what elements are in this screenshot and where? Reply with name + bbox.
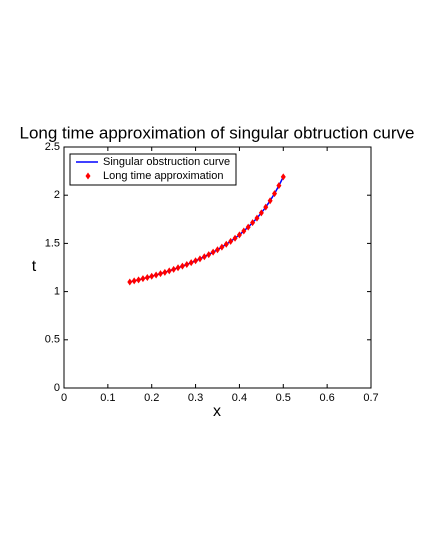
x-axis-label: x — [213, 403, 221, 420]
data-point — [175, 264, 181, 272]
data-point — [236, 231, 242, 239]
data-point — [197, 255, 203, 263]
legend-marker — [85, 172, 91, 180]
legend-label: Singular obstruction curve — [103, 156, 230, 168]
y-tick-label: 2 — [54, 189, 60, 201]
x-tick-label: 0.2 — [144, 392, 159, 404]
x-tick-label: 0.3 — [188, 392, 203, 404]
data-point — [272, 190, 278, 198]
data-point — [149, 272, 155, 280]
data-point — [223, 240, 229, 248]
data-point — [188, 259, 194, 267]
data-point — [210, 248, 216, 256]
legend-box — [69, 153, 237, 186]
data-point — [206, 251, 212, 259]
data-point — [254, 214, 260, 222]
data-point — [171, 265, 177, 273]
data-point — [232, 234, 238, 242]
data-point — [250, 219, 256, 227]
y-tick-label: 0 — [54, 382, 60, 394]
data-point — [263, 203, 269, 211]
data-point — [241, 227, 247, 235]
data-point — [184, 261, 190, 269]
x-tick-label: 0.1 — [100, 392, 115, 404]
data-point — [201, 253, 207, 261]
data-point — [166, 267, 172, 275]
y-tick-label: 2.5 — [45, 141, 60, 153]
data-point — [136, 276, 142, 284]
x-tick-label: 0.6 — [319, 392, 334, 404]
x-tick-label: 0.7 — [363, 392, 378, 404]
x-tick-label: 0 — [61, 392, 67, 404]
data-point — [144, 274, 150, 282]
data-point — [127, 278, 133, 286]
data-point — [276, 182, 282, 190]
data-point — [162, 268, 168, 276]
data-point — [228, 237, 234, 245]
x-tick-label: 0.5 — [276, 392, 291, 404]
data-point — [245, 223, 251, 231]
data-point — [157, 270, 163, 278]
data-point — [258, 209, 264, 217]
data-point — [131, 277, 137, 285]
data-point — [267, 197, 273, 205]
y-tick-label: 1.5 — [45, 237, 60, 249]
data-point — [153, 271, 159, 279]
legend-label: Long time approximation — [103, 170, 223, 182]
plot-frame — [63, 146, 372, 389]
x-tick-label: 0.4 — [232, 392, 247, 404]
y-tick-label: 0.5 — [45, 334, 60, 346]
data-point — [193, 257, 199, 265]
chart-title: Long time approximation of singular obtr… — [20, 123, 415, 142]
data-point — [140, 275, 146, 283]
data-point — [219, 243, 225, 251]
data-point — [280, 173, 286, 181]
data-point — [215, 246, 220, 254]
data-point — [179, 262, 185, 270]
y-axis-label: t — [32, 258, 37, 275]
y-tick-label: 1 — [54, 286, 60, 298]
